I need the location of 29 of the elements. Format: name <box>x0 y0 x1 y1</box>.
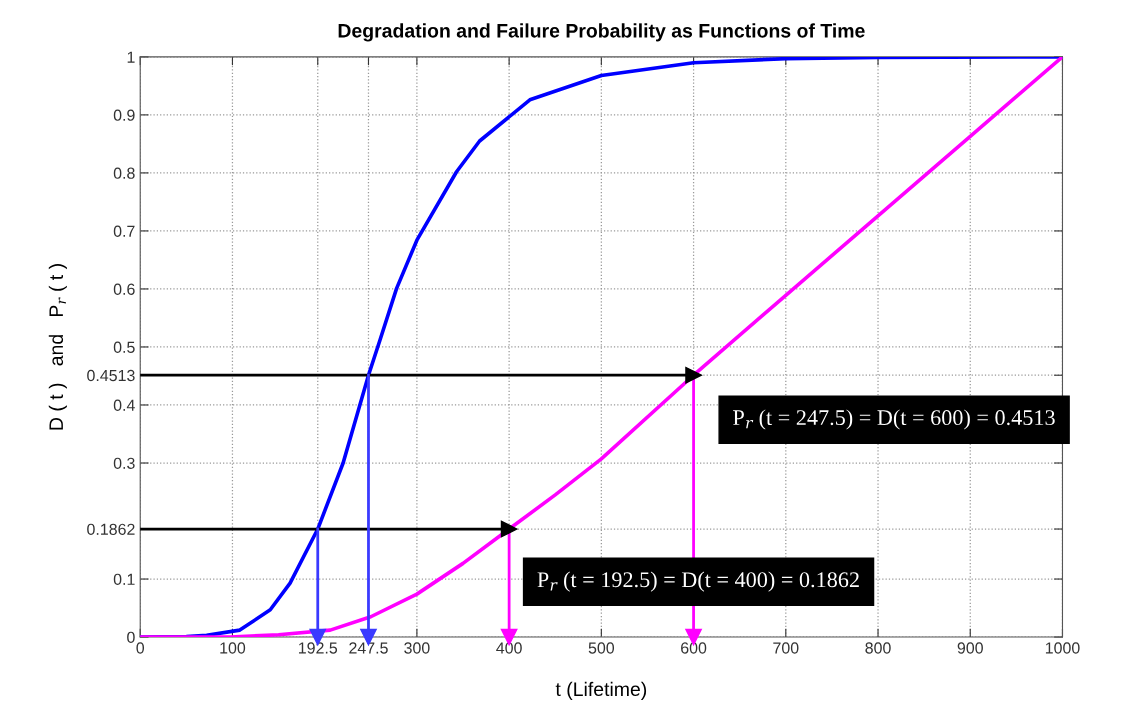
x-tick-label: 300 <box>404 642 430 654</box>
y-tick-label: 0.9 <box>113 109 135 121</box>
x-tick-label: 100 <box>220 642 246 654</box>
y-tick-label: 0.1862 <box>87 523 135 535</box>
y-tick-label: 0.6 <box>113 283 135 295</box>
annotation: P$_{r}$ (t = 247.5) = D(t = 600) = 0.4513 <box>733 409 1055 430</box>
y-tick-label: 0.5 <box>113 341 135 353</box>
y-tick-label: 0.8 <box>113 167 135 179</box>
x-tick-label: 500 <box>588 642 615 654</box>
y-tick-label: 0 <box>127 631 135 643</box>
x-axis-title: t (Lifetime) <box>555 681 647 700</box>
x-tick-label: 600 <box>681 642 707 654</box>
y-axis-title: D ( t ) and P$_{r}$ ( t ) <box>48 264 67 430</box>
y-tick-label: 0.1 <box>113 573 135 585</box>
x-tick-label: 192.5 <box>298 642 338 654</box>
x-tick-label: 1000 <box>1045 642 1080 654</box>
x-tick-label: 700 <box>773 642 799 654</box>
annotation: P$_{r}$ (t = 192.5) = D(t = 400) = 0.1862 <box>537 571 859 592</box>
x-tick-label: 0 <box>136 642 145 654</box>
y-tick-label: 0.4 <box>113 399 135 411</box>
x-tick-label: 800 <box>865 642 891 654</box>
y-tick-label: 0.4513 <box>87 369 135 382</box>
x-tick-label: 247.5 <box>349 642 388 654</box>
chart-title: Degradation and Failure Probability as Functions of Time <box>338 23 865 42</box>
y-tick-label: 1 <box>127 51 135 63</box>
y-tick-label: 0.3 <box>113 457 135 469</box>
x-tick-label: 900 <box>957 642 983 654</box>
y-tick-label: 0.7 <box>113 225 135 237</box>
x-tick-label: 400 <box>496 642 522 654</box>
